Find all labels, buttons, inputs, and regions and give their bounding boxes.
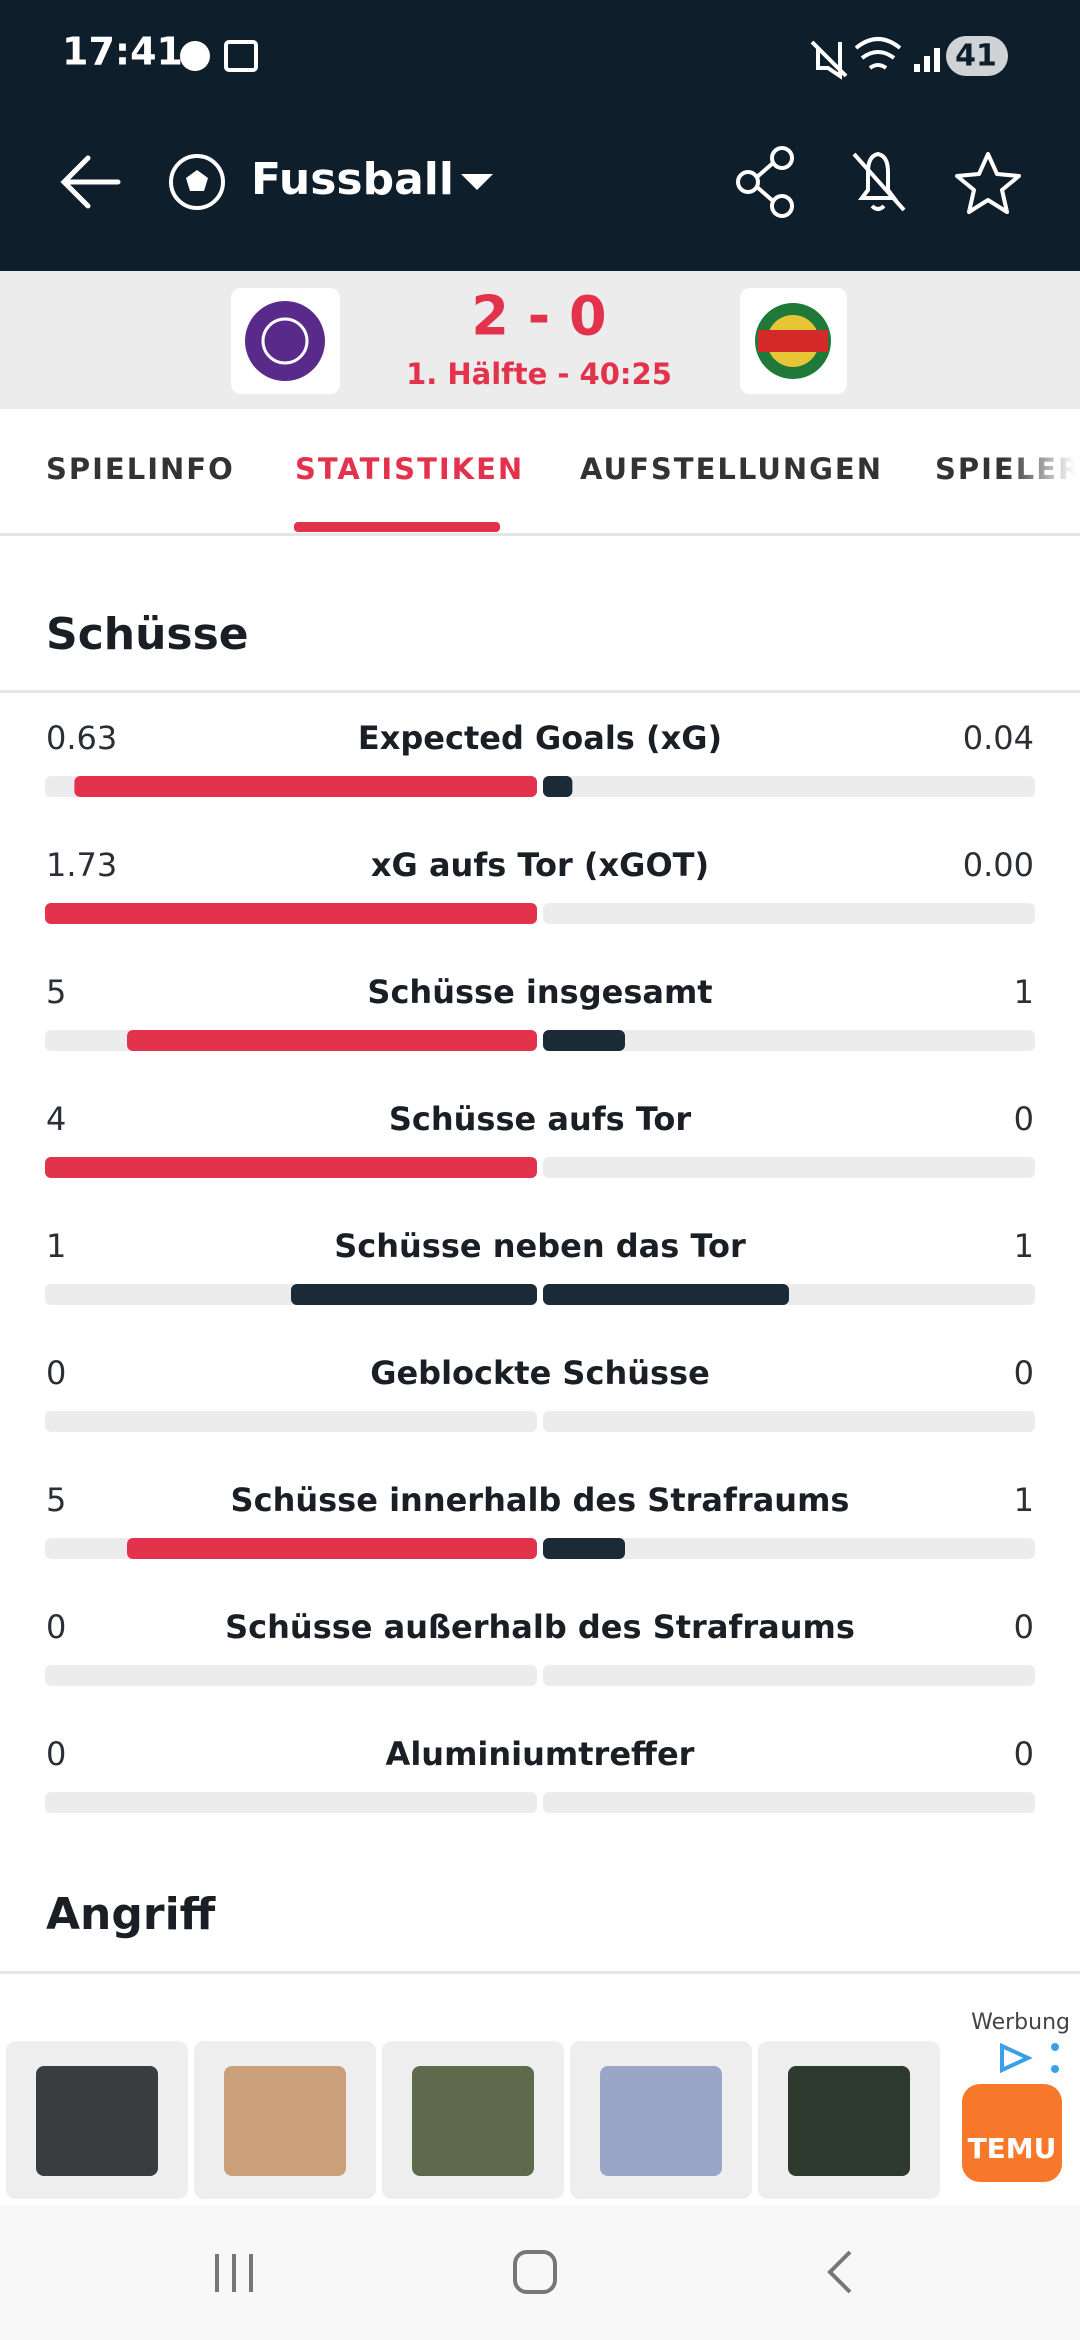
- bar-track: [543, 1411, 1035, 1432]
- away-value: 1: [1014, 973, 1034, 1011]
- favorite-button[interactable]: [955, 152, 1021, 214]
- away-value: 1: [1014, 1227, 1034, 1265]
- home-bar: [127, 1030, 537, 1051]
- score: 2 - 0: [471, 285, 606, 348]
- stat-label: Expected Goals (xG): [358, 719, 722, 757]
- home-bar: [127, 1538, 537, 1559]
- ad-brand-logo[interactable]: [962, 2084, 1062, 2182]
- bar-track: [543, 776, 1035, 797]
- bar-track: [543, 1030, 1035, 1051]
- home-bar: [74, 776, 537, 797]
- home-bar: [45, 903, 537, 924]
- home-value: 5: [46, 973, 66, 1011]
- ad-image-product: [600, 2066, 722, 2176]
- status-icon: [224, 40, 258, 72]
- score-bar: [0, 271, 1080, 409]
- bar-track: [543, 903, 1035, 924]
- bar-track: [45, 1411, 537, 1432]
- stat-label: Schüsse außerhalb des Strafraums: [225, 1608, 855, 1646]
- away-value: 0: [1014, 1608, 1034, 1646]
- nav-bar: [0, 2205, 1080, 2340]
- away-value: 0: [1014, 1100, 1034, 1138]
- back-button[interactable]: [60, 155, 121, 209]
- tab[interactable]: SPIELER: [935, 452, 1080, 486]
- bar-track: [543, 1538, 1035, 1559]
- divider: [0, 1971, 1080, 1974]
- home-button[interactable]: [513, 2250, 557, 2294]
- away-bar: [543, 1284, 789, 1305]
- stat-label: Aluminiumtreffer: [386, 1735, 695, 1773]
- away-value: 0.04: [963, 719, 1034, 757]
- signal-icon: [914, 48, 940, 72]
- ad-image-product: [788, 2066, 910, 2176]
- bar-track: [543, 1665, 1035, 1686]
- divider: [0, 690, 1080, 693]
- home-value: 0.63: [46, 719, 117, 757]
- wifi-icon: [854, 37, 902, 70]
- stat-label: xG aufs Tor (xGOT): [371, 846, 709, 884]
- away-value: 0: [1014, 1354, 1034, 1392]
- ad-image-product: [224, 2066, 346, 2176]
- bar-track: [543, 1157, 1035, 1178]
- stat-label: Schüsse insgesamt: [367, 973, 712, 1011]
- home-logo-badge: [245, 301, 325, 381]
- section-title: Angriff: [46, 1889, 217, 1940]
- stat-label: Schüsse aufs Tor: [389, 1100, 692, 1138]
- away-value: 0: [1014, 1735, 1034, 1773]
- home-value: 0: [46, 1608, 66, 1646]
- divider: [0, 533, 1080, 536]
- bar-track: [543, 1792, 1035, 1813]
- home-logo-badge: [261, 317, 309, 365]
- away-value: 0.00: [963, 846, 1034, 884]
- sport-icon: [169, 154, 225, 210]
- away-bar: [543, 1030, 625, 1051]
- back-nav[interactable]: [827, 2250, 852, 2294]
- away-logo-badge: [758, 330, 828, 352]
- match-status: 1. Hälfte - 40:25: [406, 357, 672, 391]
- stat-label: Schüsse neben das Tor: [334, 1227, 746, 1265]
- tab[interactable]: AUFSTELLUNGEN: [580, 452, 883, 486]
- tab-active[interactable]: STATISTIKEN: [295, 452, 524, 486]
- app-header: [0, 0, 1080, 271]
- recent-apps[interactable]: [215, 2254, 253, 2292]
- status-icon: [180, 41, 210, 71]
- home-value: 4: [46, 1100, 66, 1138]
- section-title: Schüsse: [46, 609, 249, 660]
- ad-menu[interactable]: [1051, 2043, 1059, 2051]
- bar-track: [45, 1665, 537, 1686]
- tab[interactable]: SPIELINFO: [46, 452, 235, 486]
- battery-level: 41: [955, 39, 997, 74]
- home-bar: [45, 1157, 537, 1178]
- ad-label: Werbung: [971, 2010, 1070, 2035]
- away-bar: [543, 776, 573, 797]
- home-value: 1: [46, 1227, 66, 1265]
- stat-label: Geblockte Schüsse: [370, 1354, 710, 1392]
- ad-brand: TEMU: [968, 2132, 1057, 2165]
- dropdown-arrow[interactable]: [461, 174, 493, 190]
- away-value: 1: [1014, 1481, 1034, 1519]
- battery: [946, 36, 1008, 76]
- ad-image-product: [36, 2066, 158, 2176]
- sport-selector[interactable]: Fussball: [251, 154, 454, 205]
- home-value: 0: [46, 1735, 66, 1773]
- home-bar: [291, 1284, 537, 1305]
- stat-label: Schüsse innerhalb des Strafraums: [231, 1481, 850, 1519]
- ad-choices[interactable]: [1000, 2042, 1033, 2074]
- home-value: 5: [46, 1481, 66, 1519]
- share-button[interactable]: [736, 146, 794, 218]
- notification-button[interactable]: [852, 151, 906, 212]
- away-bar: [543, 1538, 625, 1559]
- ad-menu[interactable]: [1051, 2065, 1059, 2073]
- mute-icon: [810, 40, 848, 80]
- status-time: 17:41: [62, 30, 183, 74]
- home-value: 1.73: [46, 846, 117, 884]
- home-value: 0: [46, 1354, 66, 1392]
- tab-indicator: [294, 522, 500, 532]
- ad-image-product: [412, 2066, 534, 2176]
- bar-track: [45, 1792, 537, 1813]
